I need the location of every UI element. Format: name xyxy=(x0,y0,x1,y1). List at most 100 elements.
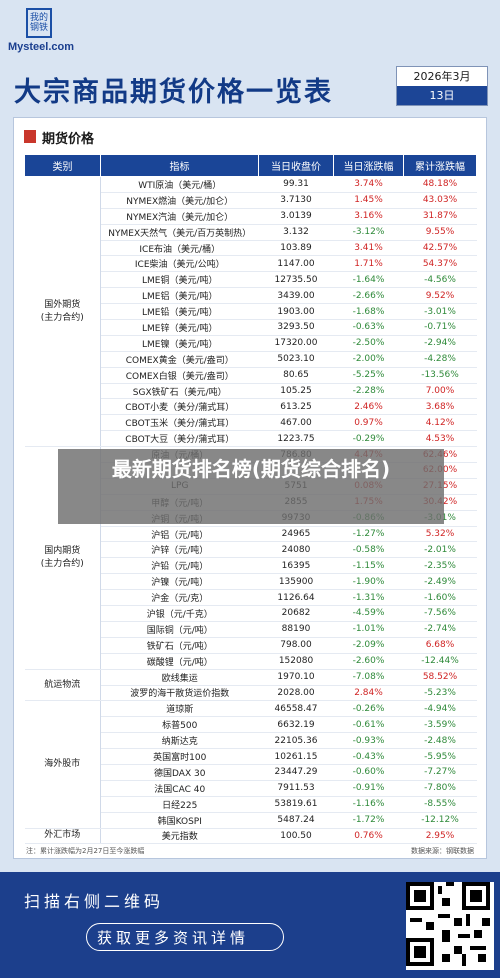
close-cell: 17320.00 xyxy=(258,335,334,352)
table-row: NYMEX燃油（美元/加仑） 3.7130 1.45% 43.03% xyxy=(25,192,477,209)
day-change-cell: -0.61% xyxy=(333,716,404,734)
indicator-cell: 韩国KOSPI xyxy=(100,812,259,829)
cum-change-cell: -13.56% xyxy=(403,367,477,384)
overlay-banner-text: 最新期货排名榜(期货综合排名) xyxy=(111,457,391,481)
cum-change-cell: 6.68% xyxy=(403,637,477,654)
indicator-cell: 道琼斯 xyxy=(100,700,259,718)
cum-change-cell: -4.28% xyxy=(403,351,477,368)
indicator-cell: NYMEX燃油（美元/加仑） xyxy=(100,192,259,209)
table-row: LME锌（美元/吨） 3293.50 -0.63% -0.71% xyxy=(25,319,477,336)
table-row: ICE布油（美元/桶） 103.89 3.41% 42.57% xyxy=(25,240,477,257)
overlay-banner[interactable]: 最新期货排名榜(期货综合排名) xyxy=(58,449,444,524)
close-cell: 22105.36 xyxy=(258,732,334,750)
close-cell: 135900 xyxy=(258,573,334,591)
indicator-cell: 沪铅（元/吨） xyxy=(100,557,259,575)
close-cell: 2028.00 xyxy=(258,685,334,702)
table-row: CBOT玉米（美分/蒲式耳） 467.00 0.97% 4.12% xyxy=(25,414,477,432)
day-change-cell: -2.28% xyxy=(333,383,404,400)
close-cell: 24965 xyxy=(258,526,334,543)
cum-change-cell: 31.87% xyxy=(403,208,477,225)
table-row: 德国DAX 30 23447.29 -0.60% -7.27% xyxy=(25,764,477,781)
close-cell: 3.132 xyxy=(258,224,334,241)
category-cell: 外汇市场 xyxy=(24,828,101,845)
date-box: 2026年3月 13日 xyxy=(396,66,488,106)
page-title: 大宗商品期货价格一览表 xyxy=(14,77,333,108)
indicator-cell: 沪镍（元/吨） xyxy=(100,573,259,591)
indicator-cell: 沪金（元/克） xyxy=(100,589,259,607)
day-change-cell: 3.41% xyxy=(333,240,404,257)
table-row: 沪锌（元/吨） 24080 -0.58% -2.01% xyxy=(25,541,477,559)
day-change-cell: -1.16% xyxy=(333,796,404,813)
day-change-cell: 1.71% xyxy=(333,255,404,273)
table-row: LME铜（美元/吨） 12735.50 -1.64% -4.56% xyxy=(25,271,477,289)
cum-change-cell: -3.01% xyxy=(403,303,477,321)
close-cell: 3439.00 xyxy=(258,287,334,305)
cum-change-cell: -12.44% xyxy=(403,653,477,670)
cum-change-cell: -2.49% xyxy=(403,573,477,591)
date-day: 13日 xyxy=(397,86,487,105)
cum-change-cell: 4.12% xyxy=(403,414,477,432)
category-cell: 海外股市 xyxy=(24,700,101,829)
close-cell: 10261.15 xyxy=(258,748,334,765)
indicator-cell: WTI原油（美元/桶） xyxy=(100,176,259,193)
table-row: 航运物流 欧线集运 1970.10 -7.08% 58.52% xyxy=(24,669,477,702)
indicator-cell: 英国富时100 xyxy=(100,748,259,765)
qr-code-icon[interactable] xyxy=(404,880,496,972)
indicator-cell: ICE柴油（美元/公吨） xyxy=(100,255,259,273)
day-change-cell: -0.26% xyxy=(333,700,404,718)
cum-change-cell: 2.95% xyxy=(403,828,477,845)
cum-change-cell: -12.12% xyxy=(403,812,477,829)
col-cum-change: 累计涨跌幅 xyxy=(403,154,477,177)
cum-change-cell: -0.71% xyxy=(403,319,477,336)
day-change-cell: -0.43% xyxy=(333,748,404,765)
close-cell: 6632.19 xyxy=(258,716,334,734)
close-cell: 3.7130 xyxy=(258,192,334,209)
indicator-cell: 德国DAX 30 xyxy=(100,764,259,781)
cum-change-cell: -2.94% xyxy=(403,335,477,352)
close-cell: 613.25 xyxy=(258,398,334,416)
indicator-cell: NYMEX汽油（美元/加仑） xyxy=(100,208,259,225)
col-close: 当日收盘价 xyxy=(258,154,334,177)
indicator-cell: 铁矿石（元/吨） xyxy=(100,637,259,654)
data-source: 数据来源：钢联数据 xyxy=(411,847,474,855)
table-row: NYMEX天然气（美元/百万英制热） 3.132 -3.12% 9.55% xyxy=(25,224,477,241)
cum-change-cell: 7.00% xyxy=(403,383,477,400)
indicator-cell: CBOT大豆（美分/蒲式耳） xyxy=(100,430,259,448)
table-header-row: 类别 指标 当日收盘价 当日涨跌幅 累计涨跌幅 xyxy=(24,154,477,177)
day-change-cell: -2.60% xyxy=(333,653,404,670)
day-change-cell: -7.08% xyxy=(333,669,404,686)
close-cell: 100.50 xyxy=(258,828,334,845)
day-change-cell: -0.29% xyxy=(333,430,404,448)
close-cell: 46558.47 xyxy=(258,700,334,718)
close-cell: 5487.24 xyxy=(258,812,334,829)
close-cell: 5023.10 xyxy=(258,351,334,368)
cum-change-cell: 3.68% xyxy=(403,398,477,416)
table-body: 国外期货 (主力合约) WTI原油（美元/桶） 99.31 3.74% 48.18% NY… xyxy=(24,176,477,845)
day-change-cell: 2.46% xyxy=(333,398,404,416)
date-year-month: 2026年3月 xyxy=(413,70,471,83)
table-row: 海外股市 道琼斯 46558.47 -0.26% -4.94% xyxy=(24,700,477,829)
table-row: 沪镍（元/吨） 135900 -1.90% -2.49% xyxy=(25,573,477,591)
indicator-cell: CBOT玉米（美分/蒲式耳） xyxy=(100,414,259,432)
table-row: 铁矿石（元/吨） 798.00 -2.09% 6.68% xyxy=(25,637,477,654)
day-change-cell: 1.45% xyxy=(333,192,404,209)
close-cell: 103.89 xyxy=(258,240,334,257)
table-row: NYMEX汽油（美元/加仑） 3.0139 3.16% 31.87% xyxy=(25,208,477,225)
day-change-cell: -0.63% xyxy=(333,319,404,336)
cum-change-cell: -5.95% xyxy=(403,748,477,765)
close-cell: 24080 xyxy=(258,541,334,559)
day-change-cell: 3.16% xyxy=(333,208,404,225)
table-row: 碳酸锂（元/吨） 152080 -2.60% -12.44% xyxy=(25,653,477,670)
indicator-cell: 沪锌（元/吨） xyxy=(100,541,259,559)
day-change-cell: -0.91% xyxy=(333,780,404,797)
table-row: COMEX黄金（美元/盎司） 5023.10 -2.00% -4.28% xyxy=(25,351,477,368)
close-cell: 105.25 xyxy=(258,383,334,400)
cum-change-cell: -3.59% xyxy=(403,716,477,734)
close-cell: 1223.75 xyxy=(258,430,334,448)
cum-change-cell: 9.52% xyxy=(403,287,477,305)
footer-line1: 扫描右侧二维码 xyxy=(24,892,165,911)
indicator-cell: 沪银（元/千克） xyxy=(100,605,259,622)
cum-change-cell: -2.01% xyxy=(403,541,477,559)
indicator-cell: 日经225 xyxy=(100,796,259,813)
table-row: 国外期货 (主力合约) WTI原油（美元/桶） 99.31 3.74% 48.18% xyxy=(24,176,477,448)
